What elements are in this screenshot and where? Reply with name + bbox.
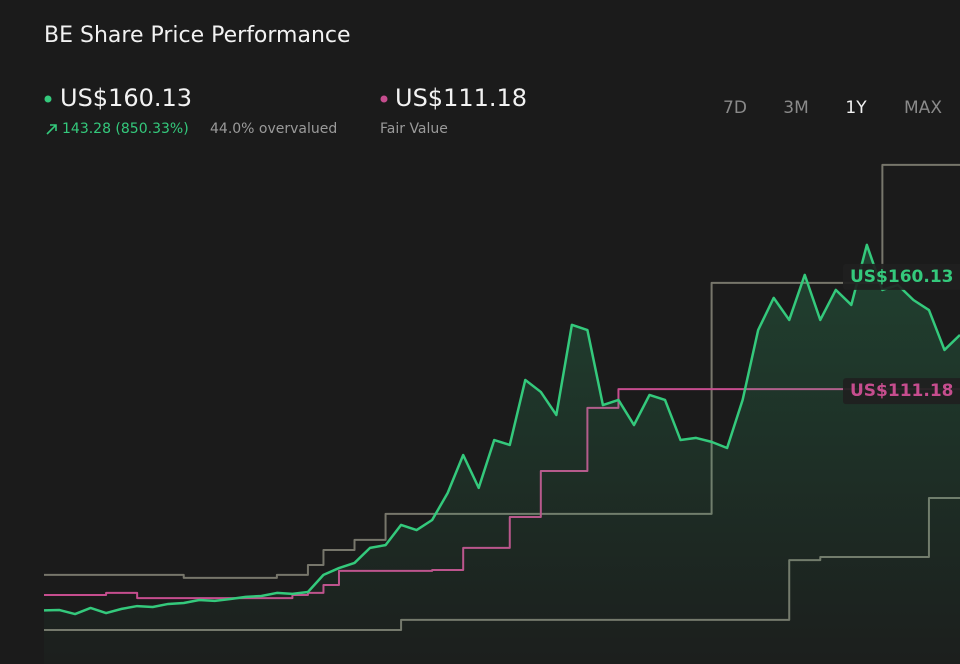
- range-button[interactable]: 7D: [723, 98, 747, 118]
- fair-value: US$111.18: [395, 84, 527, 112]
- range-button[interactable]: 3M: [783, 98, 808, 118]
- end-label-box: [843, 263, 960, 290]
- price-line: [43, 243, 960, 616]
- end-label: US$160.13: [850, 267, 953, 287]
- range-buttons: 7D 3M 1Y MAX: [723, 98, 942, 118]
- price-area: [44, 244, 960, 664]
- range-button[interactable]: 1Y: [845, 98, 867, 118]
- range-button[interactable]: MAX: [904, 98, 942, 118]
- fair-value-dot: [380, 95, 388, 103]
- plot-area: US$160.13 US$111.18: [43, 163, 960, 664]
- up-arrow-icon: [46, 124, 57, 135]
- price-change: 143.28 (850.33%): [62, 121, 189, 137]
- end-label: US$111.18: [850, 381, 953, 401]
- price-dot: [44, 95, 52, 103]
- fair-value-caption: Fair Value: [380, 121, 448, 137]
- valuation: 44.0% overvalued: [210, 121, 337, 137]
- end-label-box: [843, 378, 960, 405]
- chart-title: BE Share Price Performance: [44, 23, 351, 48]
- price: US$160.13: [60, 84, 192, 112]
